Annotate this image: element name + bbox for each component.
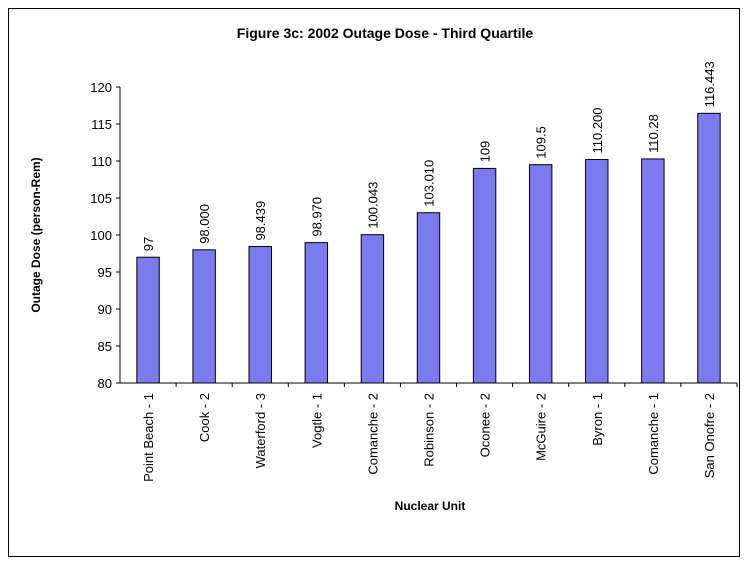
chart-frame <box>8 8 740 557</box>
value-label: 109 <box>478 141 493 163</box>
y-tick-label: 115 <box>91 117 112 132</box>
bar <box>697 112 721 384</box>
x-tick-label: Robinson - 2 <box>422 393 437 467</box>
y-tick-label: 80 <box>98 376 112 391</box>
x-tick-label: Waterford - 3 <box>253 393 268 468</box>
y-tick-label: 95 <box>98 265 112 280</box>
chart-title: Figure 3c: 2002 Outage Dose - Third Quar… <box>237 25 534 41</box>
value-label: 110.200 <box>590 107 605 153</box>
value-label: 98.000 <box>197 204 212 244</box>
bar <box>360 234 385 384</box>
bar <box>641 158 665 384</box>
x-tick-label: Comanche - 1 <box>646 393 661 475</box>
x-tick-label: Comanche - 2 <box>365 393 380 475</box>
x-tick-label: Oconee - 2 <box>478 393 493 457</box>
y-tick-label: 120 <box>90 80 112 95</box>
x-tick-label: Point Beach - 1 <box>141 393 156 482</box>
y-tick-label: 100 <box>90 228 112 243</box>
value-label: 109.5 <box>534 126 549 159</box>
bar <box>136 256 160 384</box>
x-tick-label: Vogtle - 1 <box>309 393 324 448</box>
y-tick-label: 110 <box>91 154 112 169</box>
value-label: 98.970 <box>309 197 324 237</box>
x-tick-label: San Onofre - 2 <box>702 393 717 478</box>
x-tick-label: Byron - 1 <box>590 393 605 446</box>
value-label: 116.443 <box>702 61 717 107</box>
bar <box>416 212 441 384</box>
bar <box>304 242 329 384</box>
y-axis-title: Outage Dose (person-Rem) <box>29 157 43 312</box>
x-tick-label: Cook - 2 <box>197 393 212 442</box>
x-tick-label: McGuire - 2 <box>534 393 549 461</box>
bar <box>528 164 553 384</box>
y-tick-label: 105 <box>90 191 112 206</box>
x-axis-title: Nuclear Unit <box>395 499 466 513</box>
bar <box>472 167 497 384</box>
bar <box>192 249 216 384</box>
value-label: 98.439 <box>253 201 268 241</box>
y-tick-label: 85 <box>98 339 112 354</box>
value-label: 97 <box>141 237 156 251</box>
bar <box>585 159 609 384</box>
value-label: 103.010 <box>422 160 437 207</box>
value-label: 100.043 <box>365 182 380 229</box>
value-label: 110.28 <box>646 114 661 153</box>
y-tick-label: 90 <box>98 302 112 317</box>
bar <box>248 246 272 384</box>
